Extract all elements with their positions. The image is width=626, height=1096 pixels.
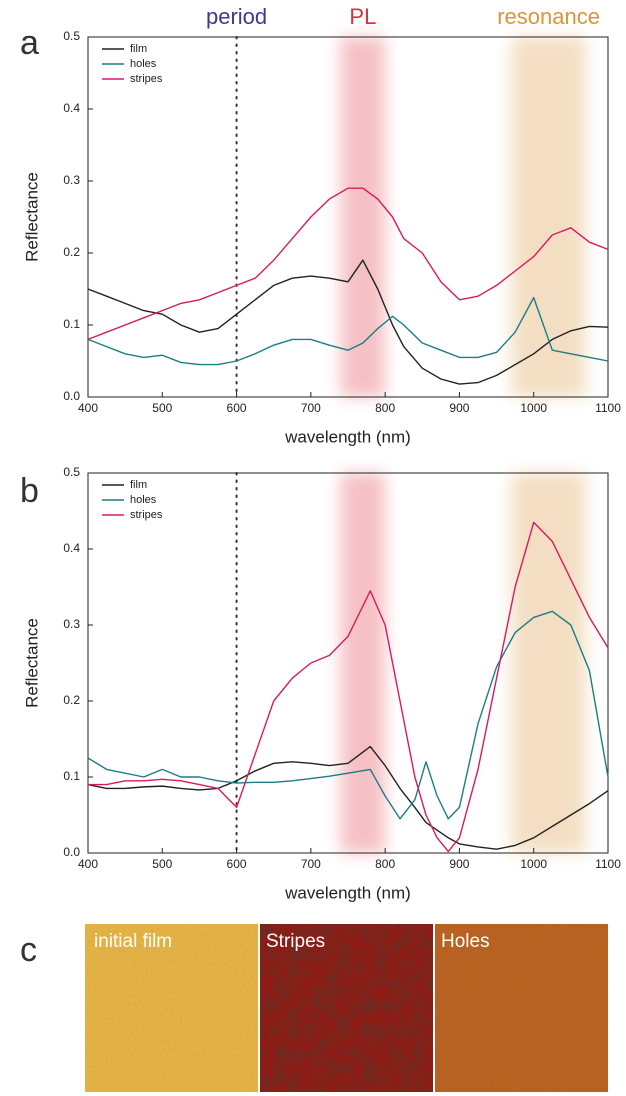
y-tick-label: 0.3 <box>63 617 80 631</box>
panel-label: b <box>20 472 39 510</box>
series-line <box>87 187 609 341</box>
y-tick-label: 0.0 <box>63 389 80 403</box>
x-tick-label: 1100 <box>595 401 621 415</box>
legend-label: holes <box>130 58 157 70</box>
y-tick-label: 0.5 <box>63 29 80 43</box>
x-tick-label: 800 <box>375 401 395 415</box>
x-axis-label: wavelength (nm) <box>284 883 411 902</box>
y-axis-label: Reflectance <box>22 172 41 262</box>
x-tick-label: 1100 <box>595 857 621 871</box>
x-tick-label: 900 <box>449 857 469 871</box>
series-line <box>88 521 609 853</box>
image-row: initial film Stripes Holes <box>85 924 608 1092</box>
x-tick-label: 400 <box>78 401 98 415</box>
x-tick-label: 1000 <box>520 857 547 871</box>
x-tick-label: 900 <box>449 401 469 415</box>
x-tick-label: 500 <box>152 401 172 415</box>
plot-frame <box>87 36 609 398</box>
y-tick-label: 0.1 <box>63 317 80 331</box>
period-label: period <box>206 4 267 29</box>
image-label: Holes <box>441 931 490 952</box>
x-tick-label: 700 <box>301 401 321 415</box>
y-tick-label: 0.2 <box>63 693 80 707</box>
highlight-band <box>340 37 386 397</box>
series-line <box>87 745 609 850</box>
legend-label: film <box>130 479 147 491</box>
legend-label: stripes <box>130 73 163 85</box>
legend-label: holes <box>130 494 157 506</box>
image-label: initial film <box>94 931 172 952</box>
image-label: Stripes <box>266 931 325 952</box>
x-tick-label: 1000 <box>520 401 547 415</box>
y-tick-label: 0.0 <box>63 845 80 859</box>
panel-label: a <box>20 24 39 62</box>
image <box>260 924 433 1092</box>
x-tick-label: 400 <box>78 857 98 871</box>
y-tick-label: 0.4 <box>63 101 80 115</box>
x-tick-label: 700 <box>301 857 321 871</box>
x-tick-label: 600 <box>227 401 247 415</box>
series-line <box>87 259 609 385</box>
panel-label: c <box>20 931 37 969</box>
image <box>435 924 608 1092</box>
image <box>85 924 258 1092</box>
x-tick-label: 500 <box>152 857 172 871</box>
band-label: resonance <box>497 4 600 29</box>
highlight-band <box>340 473 386 853</box>
y-tick-label: 0.4 <box>63 541 80 555</box>
y-tick-label: 0.3 <box>63 173 80 187</box>
y-axis-label: Reflectance <box>22 618 41 708</box>
x-tick-label: 600 <box>227 857 247 871</box>
y-tick-label: 0.5 <box>63 465 80 479</box>
plot-frame <box>87 472 609 854</box>
highlight-band <box>511 37 586 397</box>
series-line <box>87 296 609 366</box>
series-line <box>87 610 609 820</box>
x-axis-label: wavelength (nm) <box>284 427 411 446</box>
legend-label: stripes <box>130 509 163 521</box>
x-tick-label: 800 <box>375 857 395 871</box>
highlight-band <box>511 473 586 853</box>
y-tick-label: 0.1 <box>63 769 80 783</box>
y-tick-label: 0.2 <box>63 245 80 259</box>
band-label: PL <box>349 4 376 29</box>
legend-label: film <box>130 43 147 55</box>
